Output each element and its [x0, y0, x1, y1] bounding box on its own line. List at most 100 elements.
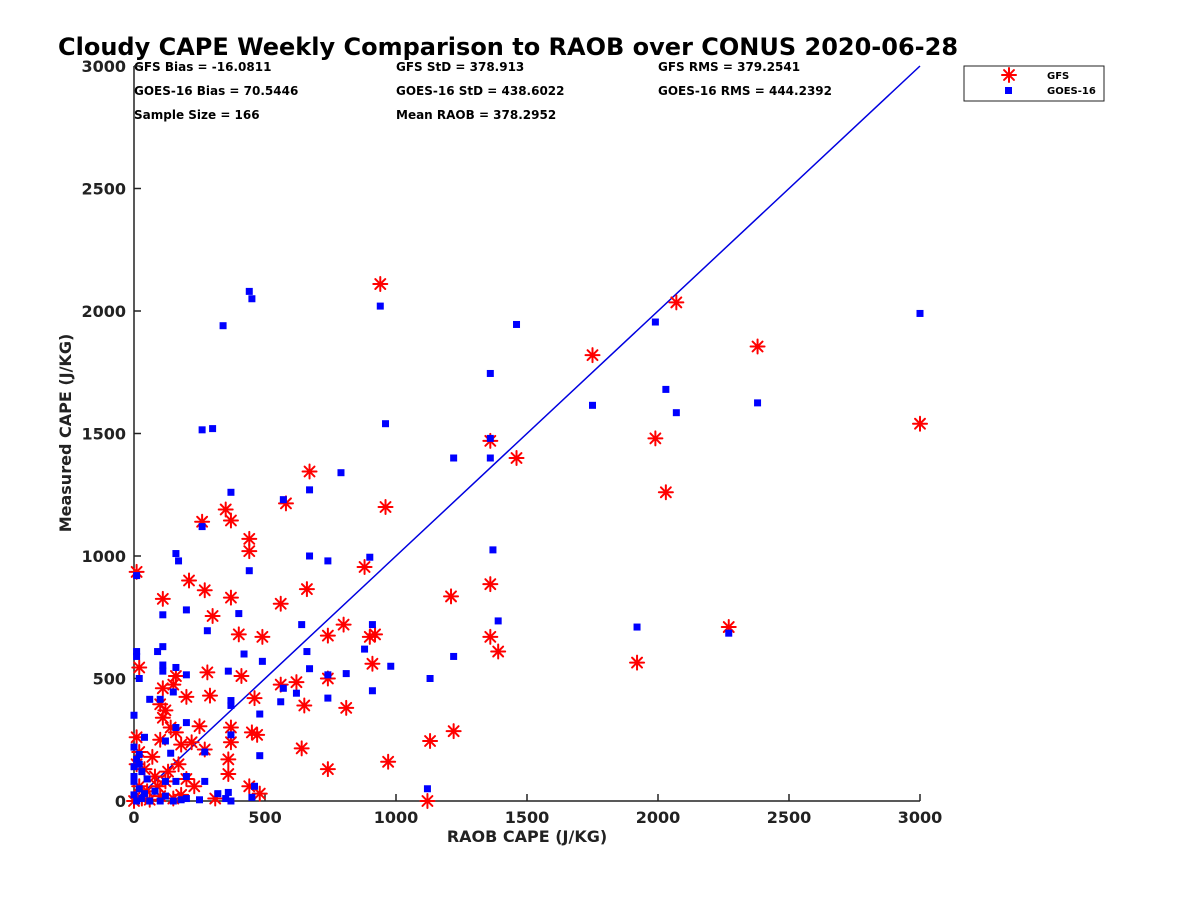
gfs-point: [181, 572, 198, 589]
goes-16-point: [198, 523, 206, 531]
goes-16-point: [248, 793, 256, 801]
gfs-point: [508, 450, 525, 466]
goes-16-point: [245, 287, 253, 295]
gfs-point: [233, 668, 250, 685]
goes-16-point: [279, 684, 287, 692]
goes-16-point: [916, 309, 924, 317]
goes-16-point: [633, 623, 641, 631]
y-tick-label: 1000: [81, 547, 126, 566]
y-tick-label: 3000: [81, 57, 126, 76]
y-axis-label: Measured CAPE (J/KG): [56, 334, 75, 533]
goes-16-point: [161, 777, 169, 785]
y-tick-label: 500: [93, 670, 126, 689]
gfs-point: [154, 590, 171, 607]
x-axis-label: RAOB CAPE (J/KG): [447, 827, 607, 846]
goes-16-point: [154, 648, 162, 656]
goes-16-point: [130, 711, 138, 719]
goes-16-point: [201, 748, 209, 756]
x-tick-label: 2000: [636, 808, 681, 827]
goes-16-point: [182, 795, 190, 803]
goes-16-point: [258, 657, 266, 665]
gfs-point: [288, 674, 305, 691]
gfs-point: [749, 338, 766, 355]
goes-16-point: [175, 557, 183, 565]
goes-16-point: [151, 787, 159, 795]
y-tick-label: 2000: [81, 302, 126, 321]
goes-16-point: [387, 662, 395, 670]
goes-16-point: [130, 791, 138, 799]
stat-goes-rms: GOES-16 RMS = 444.2392: [658, 84, 832, 98]
goes-16-point: [159, 667, 167, 675]
goes-16-point: [140, 733, 148, 741]
goes-16-point: [494, 617, 502, 625]
gfs-point: [272, 595, 289, 612]
goes-16-point: [196, 796, 203, 804]
goes-16-point: [133, 652, 141, 660]
goes-16-point: [133, 572, 141, 580]
goes-16-point: [754, 399, 762, 407]
goes-16-point: [450, 652, 458, 660]
goes-16-point: [376, 302, 384, 310]
y-axis-ticks: 0 500 1000 1500 2000 2500 3000: [81, 57, 141, 811]
goes-16-point: [450, 454, 458, 462]
gfs-point: [191, 718, 208, 735]
gfs-point: [173, 736, 190, 753]
goes-16-point: [133, 648, 141, 656]
stats-block: GFS Bias = -16.0811 GFS StD = 378.913 GF…: [134, 60, 832, 122]
gfs-point: [154, 709, 171, 726]
gfs-point: [443, 588, 460, 605]
goes-16-point: [161, 737, 169, 745]
x-tick-label: 2500: [767, 808, 812, 827]
goes-16-point: [368, 687, 376, 695]
goes-16-point: [219, 322, 227, 330]
goes-16-point: [133, 755, 141, 763]
goes-16-point: [651, 318, 659, 326]
goes-16-point: [159, 611, 167, 619]
legend-gfs-asterisk: [1001, 67, 1017, 83]
goes-16-point: [135, 675, 143, 682]
goes-16-point: [159, 643, 167, 651]
goes-16-point: [324, 694, 332, 702]
goes-16-point: [382, 420, 390, 428]
goes-16-point: [135, 760, 143, 768]
goes-16-point: [324, 557, 332, 565]
goes-16-point: [292, 689, 300, 697]
chart-title: Cloudy CAPE Weekly Comparison to RAOB ov…: [58, 33, 958, 61]
gfs-point: [131, 659, 148, 676]
gfs-point: [217, 501, 234, 518]
gfs-point: [160, 763, 177, 780]
gfs-point: [254, 628, 271, 645]
gfs-point: [222, 512, 239, 529]
gfs-point: [251, 785, 268, 802]
goes-16-point: [662, 385, 670, 393]
x-tick-label: 3000: [898, 808, 943, 827]
x-tick-label: 0: [128, 808, 139, 827]
goes-16-point: [256, 710, 264, 718]
goes-16-point: [251, 782, 259, 790]
goes-16-point: [672, 409, 680, 417]
stat-sample-size: Sample Size = 166: [134, 108, 260, 122]
goes-16-point: [156, 797, 164, 805]
goes-16-point: [146, 695, 154, 703]
goes-16-point: [227, 731, 235, 739]
y-tick-label: 2500: [81, 180, 126, 199]
goes-16-point: [172, 663, 180, 671]
gfs-point: [367, 626, 384, 643]
gfs-point: [186, 778, 203, 795]
gfs-point: [296, 697, 313, 714]
goes-16-point: [342, 670, 350, 678]
gfs-point: [144, 748, 161, 765]
stat-gfs-std: GFS StD = 378.913: [396, 60, 524, 74]
gfs-point: [196, 582, 213, 599]
goes-16-point: [426, 675, 434, 682]
gfs-point: [230, 626, 247, 643]
goes-16-point: [486, 454, 494, 462]
goes-16-point: [240, 650, 248, 658]
goes-16-point: [156, 695, 164, 703]
goes-16-point: [138, 768, 146, 776]
goes-16-point: [203, 627, 211, 635]
goes-16-point: [589, 401, 596, 409]
goes-16-point: [159, 661, 167, 669]
gfs-point: [220, 766, 237, 783]
